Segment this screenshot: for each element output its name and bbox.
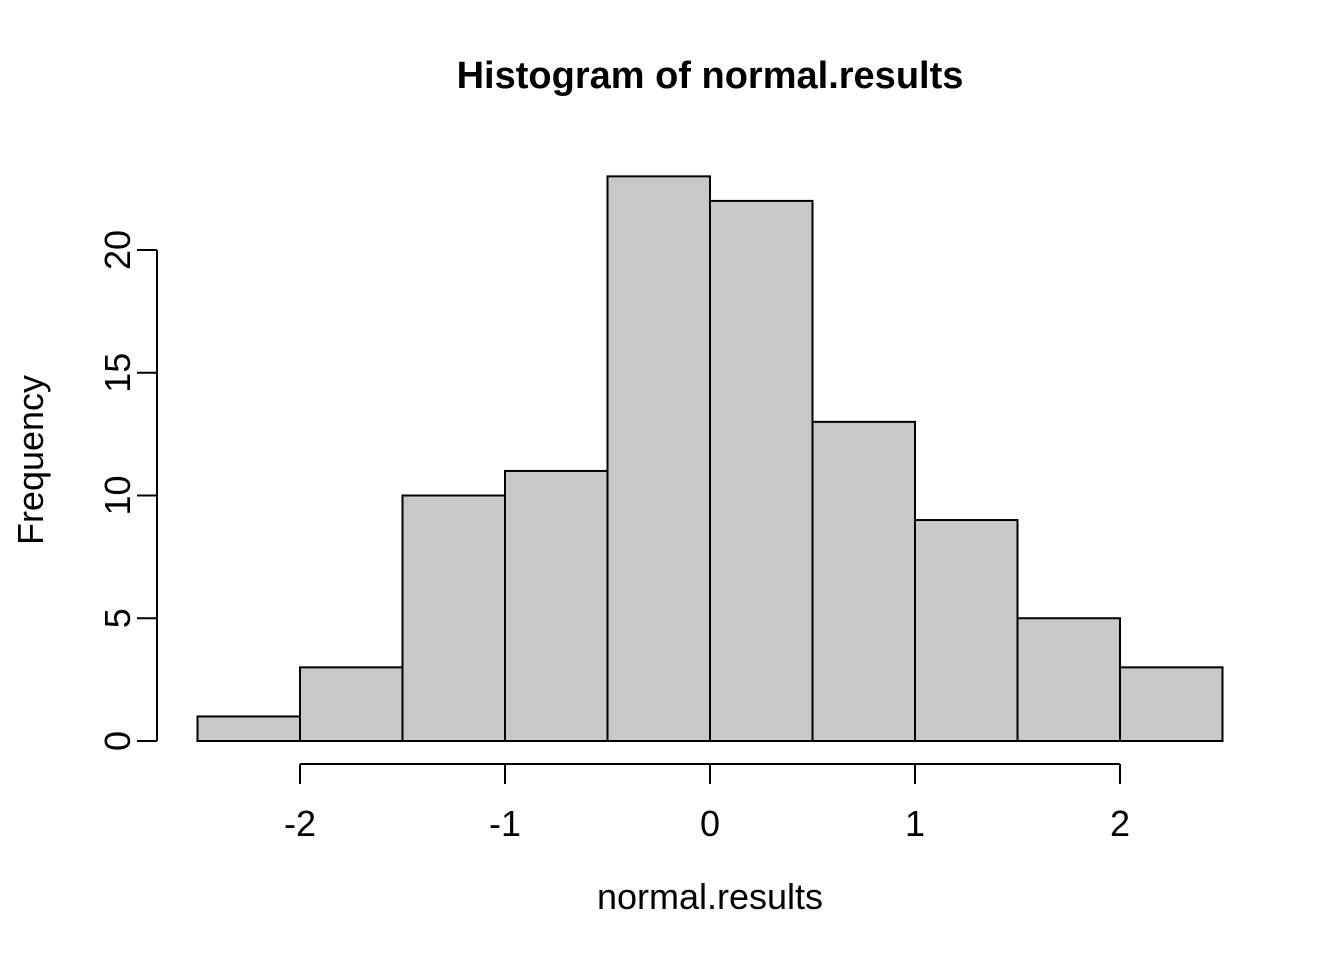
histogram-bar [299, 666, 404, 742]
x-tick-label: 0 [700, 803, 720, 844]
histogram-bar [504, 469, 609, 742]
x-tick-label: 2 [1110, 803, 1130, 844]
histogram-bar [709, 199, 814, 742]
y-tick-label: 20 [97, 230, 138, 270]
chart-title: Histogram of normal.results [456, 55, 964, 97]
histogram-bar [1119, 666, 1224, 742]
y-tick-label: 5 [97, 608, 138, 628]
histogram-bar [196, 715, 301, 743]
x-tick-label: 1 [905, 803, 925, 844]
x-axis-label: normal.results [596, 876, 824, 917]
histogram-bar [1016, 617, 1121, 742]
histogram-bar [811, 420, 916, 742]
y-tick-label: 15 [97, 353, 138, 393]
x-tick-label: -1 [489, 803, 521, 844]
y-axis-label: Frequency [10, 374, 51, 546]
histogram-bar [914, 519, 1019, 742]
histogram-bar [401, 494, 506, 742]
histogram-bar [606, 175, 711, 743]
y-tick-label: 0 [97, 731, 138, 751]
y-tick-label: 10 [97, 475, 138, 515]
x-tick-label: -2 [284, 803, 316, 844]
